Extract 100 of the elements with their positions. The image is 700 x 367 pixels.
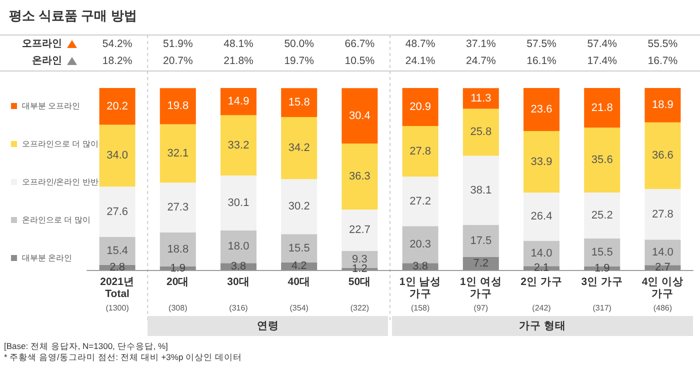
bar — [281, 234, 318, 262]
bar — [160, 88, 196, 124]
text: 20.7% — [163, 55, 193, 67]
bar — [584, 88, 620, 128]
x-tick-label: 50대 — [348, 276, 372, 288]
data-label: 38.1 — [470, 184, 492, 196]
text: 연령 — [256, 320, 279, 332]
bar — [462, 256, 499, 270]
legend-label: 대부분 온라인 — [22, 254, 72, 262]
x-tick-label: 2021년 Total — [100, 276, 134, 300]
data-label: 25.2 — [591, 209, 613, 222]
data-label: 3.8 — [412, 260, 428, 273]
data-label: 33.9 — [530, 156, 552, 168]
text: 48.1% — [224, 38, 254, 50]
bar — [462, 225, 499, 257]
legend-label: 대부분 오프라인 — [22, 102, 80, 110]
data-label: 18.0 — [228, 240, 250, 253]
data-label: 26.4 — [530, 210, 552, 223]
data-label: 21.8 — [591, 102, 613, 114]
bar — [281, 116, 318, 180]
data-label: 30.1 — [228, 196, 250, 209]
text: 24.7% — [466, 55, 496, 67]
text: 18.2% — [102, 55, 132, 67]
data-label: 20.9 — [410, 101, 432, 114]
data-label: 35.6 — [591, 154, 613, 166]
data-label: 3.8 — [230, 260, 246, 273]
chart-title: 평소 식료품 구매 방법 — [9, 8, 137, 23]
bar — [462, 88, 499, 109]
data-label: 14.0 — [652, 246, 674, 258]
bar — [220, 230, 256, 264]
x-tick-label: 1인 남성 가구 — [399, 276, 442, 300]
text: 50.0% — [284, 38, 314, 50]
text: 17.4% — [587, 55, 617, 67]
text: 16.1% — [526, 55, 556, 67]
data-label: 34.0 — [106, 150, 128, 162]
text: (316) — [229, 304, 248, 312]
data-label: 27.2 — [410, 195, 432, 208]
text: (1300) — [106, 304, 130, 312]
data-label: 17.5 — [470, 234, 492, 247]
text: 37.1% — [466, 38, 496, 50]
text: (354) — [290, 304, 309, 312]
text: 57.4% — [587, 38, 617, 50]
legend-label: 오프라인으로 더 많이 — [22, 140, 98, 148]
text: 57.5% — [526, 38, 556, 50]
data-label: 20.3 — [410, 238, 432, 251]
data-label: 18.9 — [652, 99, 674, 112]
data-label: 18.8 — [167, 243, 189, 256]
data-label: 30.4 — [348, 110, 370, 122]
bar — [644, 88, 681, 122]
data-label: 14.9 — [228, 96, 250, 108]
data-label: 9.3 — [352, 253, 368, 266]
data-label: 15.5 — [591, 246, 613, 258]
bar — [644, 189, 681, 240]
legend-label: 오프라인/온라인 반반 — [22, 178, 98, 186]
data-label: 14.0 — [530, 247, 552, 260]
text: (317) — [592, 304, 612, 312]
x-tick-label: 3인 가구 — [581, 276, 623, 288]
x-tick-label: 1인 여성 가구 — [460, 276, 502, 300]
x-tick-label: 2인 가구 — [520, 276, 562, 288]
bar — [644, 122, 681, 190]
x-tick-label: 4인 이상 가구 — [642, 276, 684, 300]
text: (242) — [532, 304, 552, 312]
text: (322) — [350, 304, 370, 312]
bar — [524, 192, 560, 241]
data-label: 22.7 — [348, 224, 370, 236]
text: [Base: 전체 응답자, N=1300, 단수응답, %] — [4, 341, 168, 351]
text: 오프라인 — [22, 38, 62, 50]
data-label: 36.3 — [348, 170, 370, 183]
bar — [584, 192, 620, 238]
text: 가구 형태 — [519, 320, 566, 332]
data-label: 2.1 — [534, 262, 550, 274]
data-label: 33.2 — [228, 139, 250, 152]
bar — [402, 176, 438, 226]
bar — [281, 88, 318, 117]
text: 51.9% — [163, 38, 193, 50]
text: 54.2% — [102, 38, 132, 50]
bar — [160, 124, 196, 183]
text: 24.1% — [405, 55, 436, 67]
text: 온라인 — [32, 56, 62, 66]
data-label: 11.3 — [470, 92, 492, 104]
text: 10.5% — [344, 55, 375, 67]
text: 19.7% — [284, 55, 314, 67]
bar — [99, 88, 136, 125]
text: (308) — [168, 304, 188, 312]
legend-label: 온라인으로 더 많이 — [22, 216, 90, 224]
bar — [342, 144, 378, 210]
text: (486) — [653, 304, 672, 312]
bar — [220, 88, 256, 116]
bar — [342, 88, 378, 144]
bar — [402, 126, 438, 177]
text: 55.5% — [648, 38, 678, 50]
data-label: 34.2 — [288, 142, 310, 154]
bar — [524, 88, 560, 131]
x-tick-label: 30대 — [227, 276, 250, 288]
data-label: 4.2 — [291, 260, 307, 272]
bar — [402, 226, 438, 264]
data-label: 15.8 — [288, 96, 310, 109]
bar — [524, 130, 560, 193]
bar — [160, 182, 196, 232]
text: 21.8% — [224, 55, 254, 67]
